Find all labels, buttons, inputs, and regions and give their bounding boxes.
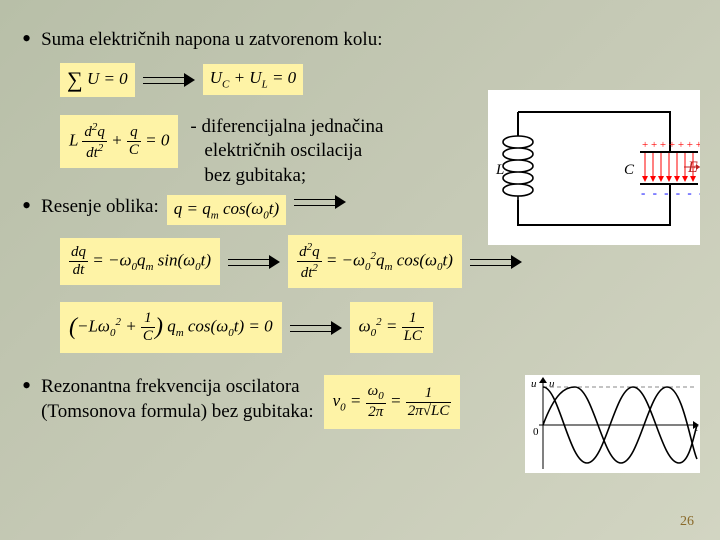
arrow-icon [294, 195, 346, 209]
svg-text:+ + + + + + +: + + + + + + + [642, 139, 700, 151]
arrow-icon [143, 73, 195, 87]
bullet-1-text: Suma električnih napona u zatvorenom kol… [41, 28, 382, 53]
lc-circuit-diagram: L + + + + + + + - - - - - - - C E [488, 90, 700, 245]
bullet-dot: • [22, 28, 31, 50]
formula-omega-sq: ω02 = 1LC [350, 302, 433, 353]
inductor-icon [503, 136, 533, 200]
sine-wave-plot: u u 0 t [525, 375, 700, 473]
desc-line-2: električnih oscilacija [204, 139, 383, 164]
svg-text:t: t [695, 422, 699, 434]
desc-line-1: - diferencijalna jednačina [190, 115, 383, 140]
axis-label-u: u [531, 378, 537, 390]
bullet-dot: • [22, 375, 31, 397]
arrow-icon [470, 255, 522, 269]
arrow-icon [290, 321, 342, 335]
diff-eq-description: - diferencijalna jednačina električnih o… [190, 115, 383, 189]
svg-text:u: u [549, 378, 555, 390]
row-char-eq: (−Lω02 + 1C) qm cos(ω0t) = 0 ω02 = 1LC [60, 302, 698, 353]
label-L: L [495, 162, 504, 178]
bullet-dot: • [22, 195, 31, 217]
formula-solution: q = qm cos(ω0t) [167, 195, 286, 225]
bullet-4-line-2: (Tomsonova formula) bez gubitaka: [41, 400, 314, 425]
desc-line-3: bez gubitaka; [204, 164, 383, 189]
bullet-4-block: Rezonantna frekvencija oscilatora (Tomso… [41, 375, 314, 424]
arrow-icon [228, 255, 280, 269]
formula-sum-u: ∑ U = 0 [60, 63, 135, 97]
svg-text:- - - - - - -: - - - - - - - [641, 185, 700, 200]
page-number: 26 [680, 514, 694, 530]
bullet-3-text: Resenje oblika: [41, 195, 159, 220]
svg-text:0: 0 [533, 426, 539, 438]
bullet-1: • Suma električnih napona u zatvorenom k… [22, 28, 698, 53]
bullet-4-line-1: Rezonantna frekvencija oscilatora [41, 375, 314, 400]
label-C: C [624, 162, 635, 178]
formula-nu0: ν0 = ω02π = 12π√LC [324, 375, 461, 429]
formula-dqdt: dqdt = −ω0qm sin(ω0t) [60, 238, 220, 285]
formula-d2qdt2: d2qdt2 = −ω02qm cos(ω0t) [288, 235, 462, 288]
formula-diff-eq: L d2qdt2 + qC = 0 [60, 115, 178, 168]
formula-char-eq: (−Lω02 + 1C) qm cos(ω0t) = 0 [60, 302, 282, 353]
formula-uc-ul: UC + UL = 0 [203, 64, 303, 94]
